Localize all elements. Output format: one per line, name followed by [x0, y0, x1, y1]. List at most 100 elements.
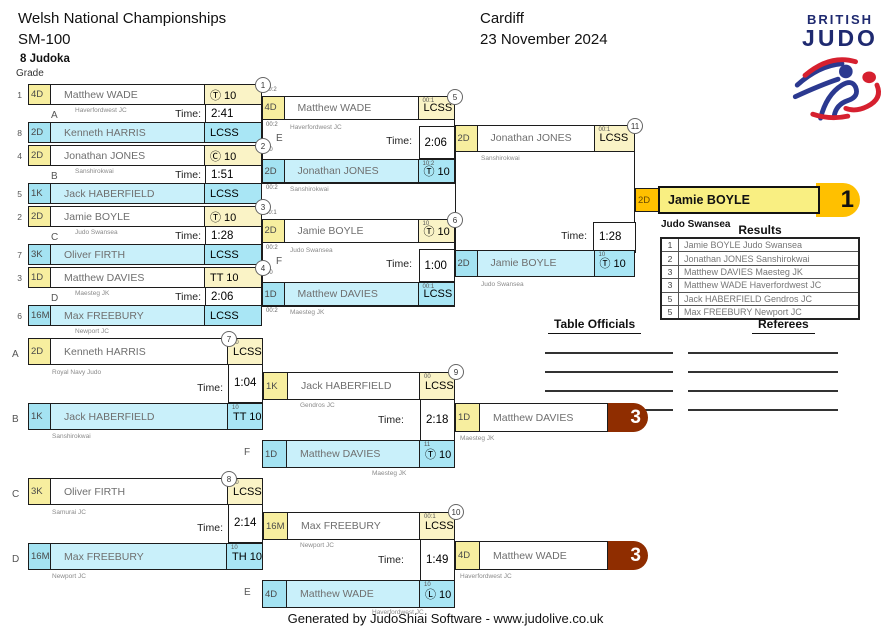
match-time: 1:49 — [420, 539, 455, 581]
score-code: 10:1 — [265, 210, 277, 216]
grade-cell: 2D — [262, 160, 285, 182]
final-box: 2D Jonathan JONES 00:1 LCSS Sanshirokwai … — [454, 118, 643, 288]
results-title: Results — [738, 223, 782, 237]
grade-cell: 1K — [264, 373, 288, 399]
score-code: 00:2 — [266, 122, 278, 128]
competitor-row: 2D Jonathan JONES 00:1 LCSS — [454, 124, 635, 152]
match-number-badge: 9 — [448, 364, 464, 380]
bronze-winner-row: 4D Matthew WADE — [455, 541, 608, 570]
result-name: Jonathan JONES Sanshirokwai — [684, 253, 810, 264]
club-label: Judo Swansea — [290, 247, 333, 254]
competitor-name: Jack HABERFIELD — [64, 187, 155, 200]
grade-cell: 1D — [29, 268, 51, 287]
club-label: Judo Swansea — [75, 229, 118, 236]
competitor-name: Oliver FIRTH — [64, 485, 126, 498]
score-cell: 10 Ⓛ 10 — [419, 581, 454, 607]
gold-medal-badge: 1 — [816, 183, 860, 217]
match-number-badge: 11 — [627, 118, 643, 134]
round1-match-3: 2 7 2D Jamie BOYLE Ⓣ 10 Judo Swansea C T… — [17, 199, 271, 274]
competitor-name: Kenneth HARRIS — [64, 345, 146, 358]
match-number-badge: 1 — [255, 77, 271, 93]
grade-cell: 2D — [29, 207, 51, 226]
result-rank: 5 — [662, 292, 679, 305]
signature-line — [545, 371, 673, 373]
competitor-row: 2D Kenneth HARRIS LCSS — [28, 122, 262, 143]
time-label: Time: — [561, 230, 587, 242]
british-judo-logo: BRITISH JUDO — [790, 12, 890, 127]
grade-cell: 4D — [29, 85, 51, 104]
signature-line — [688, 371, 838, 373]
club-label: Maesteg JK — [75, 290, 110, 297]
winner-club: Judo Swansea — [661, 219, 731, 230]
score-code: 00:2 — [266, 308, 278, 314]
club-label: Haverfordwest JC — [75, 107, 127, 114]
grade-cell: 3K — [29, 479, 51, 504]
competitor-row: 3K Oliver FIRTH LCSS — [28, 244, 262, 265]
grade-column-header: Grade — [16, 68, 44, 79]
result-name: Matthew DAVIES Maesteg JK — [684, 266, 803, 277]
signature-line — [688, 352, 838, 354]
competitor-name: Oliver FIRTH — [64, 248, 126, 261]
club-label: Samurai JC — [52, 509, 86, 516]
pair-letter: A — [51, 110, 58, 121]
match-number-badge: 5 — [447, 89, 463, 105]
pair-letter: C — [12, 489, 20, 500]
results-row: 5 Jack HABERFIELD Gendros JC — [662, 292, 858, 306]
drop-in-row: 1D Matthew DAVIES 11 Ⓣ 10 — [262, 440, 455, 468]
bronze-medal-badge: 3 — [606, 403, 648, 432]
score-code: 00:2 — [266, 245, 278, 251]
bronze-feed-row: 1K Jack HABERFIELD 00 LCSS — [263, 372, 455, 400]
competitor-row: 4D Matthew WADE 00:1 LCSS — [261, 95, 455, 120]
competitor-name: Jamie BOYLE — [64, 210, 130, 223]
seed-number: 7 — [17, 250, 22, 260]
competitor-name: Max FREEBURY — [64, 309, 144, 322]
event-location: Cardiff — [480, 10, 524, 27]
signature-line — [688, 390, 838, 392]
competitor-name: Jamie BOYLE — [490, 257, 557, 269]
table-officials-heading: Table Officials — [548, 317, 642, 334]
score-code: 10 — [266, 270, 273, 276]
round1-match-2: 4 5 2D Jonathan JONES Ⓒ 10 Sanshirokwai … — [17, 138, 271, 213]
round1-match-1: 1 8 4D Matthew WADE Ⓣ 10 Haverfordwest J… — [17, 77, 271, 152]
club-label: Sanshirokwai — [481, 155, 520, 162]
score-code: 00:2 — [266, 185, 278, 191]
result-rank: 1 — [662, 239, 679, 252]
score-cell: 10 TT 10 — [227, 404, 262, 429]
seed-number: 6 — [17, 311, 22, 321]
time-label: Time: — [197, 382, 223, 394]
competitor-name: Max FREEBURY — [64, 550, 144, 563]
time-label: Time: — [378, 554, 404, 566]
grade-cell: 1D — [262, 283, 285, 305]
grade-cell: 1K — [29, 404, 51, 429]
result-name: Jack HABERFIELD Gendros JC — [684, 293, 813, 304]
logo-text-judo: JUDO — [802, 25, 878, 51]
match-number-badge: 3 — [255, 199, 271, 215]
grade-cell: 4D — [262, 96, 285, 119]
score-cell: Ⓣ 10 — [204, 207, 261, 226]
results-table: 1 Jamie BOYLE Judo Swansea 2 Jonathan JONE… — [660, 237, 860, 321]
time-label: Time: — [378, 414, 404, 426]
pool-letter: E — [276, 133, 283, 144]
competitor-row: 16M Max FREEBURY 10 TH 10 — [28, 543, 263, 570]
result-name: Jamie BOYLE Judo Swansea — [684, 240, 803, 251]
match-time: 1:51 — [205, 164, 262, 185]
competitor-row: 4D Matthew WADE Ⓣ 10 — [28, 84, 262, 105]
judoka-count: 8 Judoka — [20, 53, 70, 65]
grade-cell: 16M — [264, 513, 288, 539]
match-time: 2:18 — [420, 399, 455, 441]
pair-letter: B — [12, 414, 19, 425]
seed-number: 3 — [17, 273, 22, 283]
grade-cell: 2D — [455, 125, 478, 151]
time-label: Time: — [386, 135, 412, 147]
club-label: Sanshirokwai — [290, 186, 329, 193]
match-time: 1:28 — [205, 225, 262, 246]
score-cell: TT 10 — [204, 268, 261, 287]
competitor-name: Jack HABERFIELD — [301, 380, 392, 392]
club-label: Maesteg JK — [372, 470, 407, 477]
competitor-row: 2D Jamie BOYLE Ⓣ 10 — [28, 206, 262, 227]
grade-cell: 1D — [456, 404, 480, 431]
time-label: Time: — [175, 230, 201, 242]
score-cell: LCSS — [204, 306, 261, 325]
grade-cell: 16M — [29, 306, 51, 325]
score-cell: 00:1 LCSS — [419, 513, 454, 539]
